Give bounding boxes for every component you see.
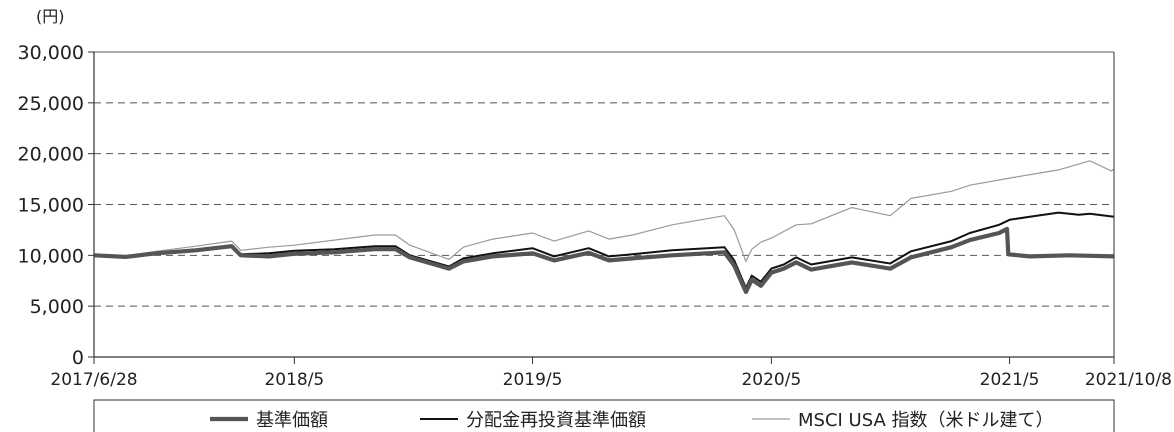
- x-axis-ticks: 2017/6/28 2018/5 2019/5 2020/5 2021/5 2021/10…: [50, 357, 1172, 390]
- x-tick-label: 2020/5: [741, 370, 801, 390]
- y-tick-label: 0: [72, 347, 84, 369]
- series-lines: [93, 160, 1115, 294]
- legend-label: 分配金再投資基準価額: [466, 410, 646, 431]
- x-tick-label: 2021/5: [980, 370, 1040, 390]
- x-tick-label: 2019/5: [503, 370, 563, 390]
- legend-label: 基準価額: [256, 410, 328, 431]
- y-tick-label: 25,000: [18, 93, 84, 115]
- y-tick-label: 10,000: [18, 245, 84, 267]
- x-tick-label: 2021/10/8: [1085, 370, 1172, 390]
- series-line-1: [93, 226, 1115, 294]
- legend-label: MSCI USA 指数（米ドル建て）: [798, 410, 1054, 431]
- y-tick-label: 30,000: [18, 42, 84, 64]
- y-axis-ticks: 0 5,000 10,000 15,000 20,000 25,000 30,000: [18, 42, 94, 369]
- gridlines: [94, 51, 1114, 307]
- legend: 基準価額 分配金再投資基準価額 MSCI USA 指数（米ドル建て）: [93, 399, 1115, 432]
- x-tick-label: 2018/5: [264, 370, 324, 390]
- series-line-2: [93, 211, 1115, 289]
- y-tick-label: 20,000: [18, 144, 84, 166]
- legend-box: [93, 399, 1115, 432]
- x-tick-label: 2017/6/28: [50, 370, 137, 390]
- y-tick-label: 5,000: [30, 296, 84, 318]
- series-line-3: [93, 160, 1115, 262]
- y-unit-label: (円): [36, 7, 65, 26]
- y-tick-label: 15,000: [18, 195, 84, 217]
